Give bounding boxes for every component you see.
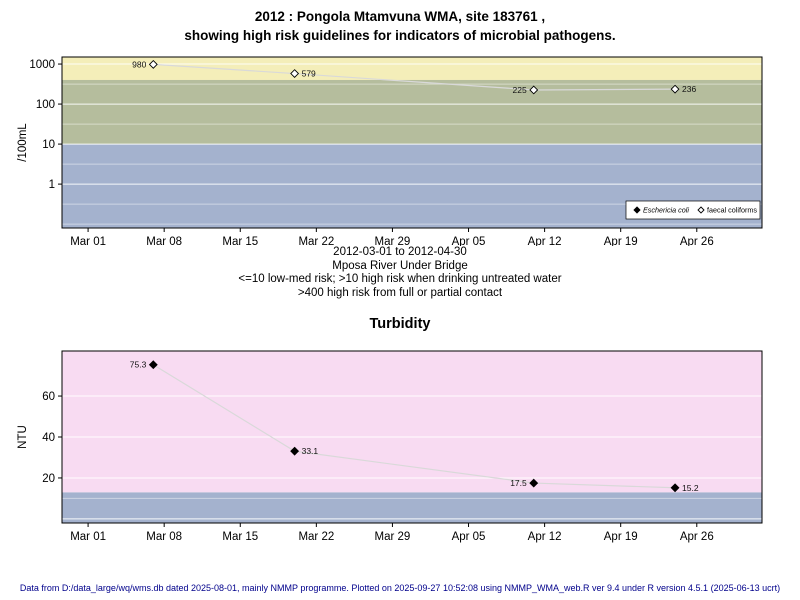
x-axis-tick-label: Apr 05 — [452, 531, 486, 543]
y-axis-tick-label: 20 — [42, 473, 55, 485]
caption-risk-note-2: >400 high risk from full or partial cont… — [297, 286, 503, 299]
x-axis-tick-label: Apr 26 — [680, 531, 714, 543]
x-axis-tick-label: Mar 01 — [70, 531, 106, 543]
guideline-band — [62, 492, 762, 523]
data-point-marker — [290, 69, 300, 78]
x-axis-tick-label: Mar 15 — [222, 236, 258, 246]
guideline-band — [62, 79, 762, 145]
data-point-marker — [670, 84, 680, 94]
plot-border — [61, 350, 763, 524]
legend-marker — [697, 206, 705, 214]
x-axis-tick-label: Mar 15 — [222, 531, 258, 543]
data-point-label: 579 — [302, 69, 316, 79]
guideline-band — [62, 57, 762, 80]
data-point-label: 225 — [513, 85, 527, 95]
data-point-marker — [670, 483, 680, 493]
page-title-line2: showing high risk guidelines for indicat… — [184, 28, 616, 43]
caption-site-name: Mposa River Under Bridge — [332, 259, 468, 272]
caption-date-range: 2012-03-01 to 2012-04-30 — [333, 246, 467, 258]
caption-risk-note-1: <=10 low-med risk; >10 high risk when dr… — [238, 273, 562, 285]
microbial-chart: Mar 01 Mar 08 Mar 15 Mar 22 Mar 29 Apr 05 Apr … — [17, 56, 763, 246]
data-point-label: 236 — [682, 84, 696, 94]
x-axis-tick-label: Apr 05 — [452, 236, 486, 246]
chart-captions: 2012-03-01 to 2012-04-30 Mposa River Und… — [0, 246, 800, 300]
legend-box — [625, 200, 761, 220]
y-axis-tick-label: 1 — [49, 179, 55, 191]
y-axis-title: /100mL — [17, 123, 29, 162]
legend-label: Eschericia coli — [643, 206, 689, 215]
y-axis-tick-label: 40 — [42, 432, 55, 444]
x-axis-tick-label: Apr 12 — [528, 236, 562, 246]
data-point-marker — [148, 59, 158, 69]
y-axis-tick-label: 100 — [36, 99, 55, 111]
x-axis-tick-label: Mar 08 — [146, 236, 182, 246]
y-axis-tick-label: 60 — [42, 391, 55, 403]
data-point-label: 15.2 — [682, 483, 699, 493]
guideline-band — [62, 351, 762, 493]
turbidity-chart: Mar 01 Mar 08 Mar 15 Mar 22 Mar 29 Apr 05 Apr … — [17, 350, 763, 543]
legend-label: faecal coliforms — [707, 206, 757, 215]
data-point-label: 17.5 — [510, 478, 527, 488]
x-axis-tick-label: Apr 19 — [604, 531, 638, 543]
x-axis-tick-label: Mar 29 — [375, 236, 411, 246]
series-line — [153, 63, 676, 91]
series-line — [152, 364, 676, 489]
footer-note: Data from D:/data_large/wq/wms.db dated … — [19, 583, 781, 593]
data-point-marker — [290, 446, 300, 456]
data-point-marker — [148, 360, 158, 370]
x-axis-tick-label: Apr 26 — [680, 236, 714, 246]
page-title-line1: 2012 : Pongola Mtamvuna WMA, site 183761… — [254, 9, 546, 24]
data-point-marker — [529, 85, 539, 95]
x-axis-tick-label: Mar 08 — [146, 531, 182, 543]
x-axis-tick-label: Mar 22 — [298, 236, 334, 246]
y-axis-tick-label: 1000 — [29, 59, 55, 71]
data-point-label: 75.3 — [130, 360, 147, 370]
legend-marker — [633, 206, 641, 214]
data-point-label: 980 — [132, 59, 146, 69]
x-axis-tick-label: Mar 22 — [298, 531, 334, 543]
plot-border — [61, 56, 763, 229]
x-axis-tick-label: Mar 01 — [70, 236, 106, 246]
x-axis-tick-label: Apr 12 — [528, 531, 562, 543]
y-axis-tick-label: 10 — [42, 139, 55, 151]
y-axis-title: NTU — [17, 425, 29, 449]
turbidity-chart-title: Turbidity — [369, 316, 431, 332]
data-point-marker — [529, 478, 539, 488]
data-point-label: 33.1 — [302, 446, 319, 456]
x-axis-tick-label: Apr 19 — [604, 236, 638, 246]
x-axis-tick-label: Mar 29 — [375, 531, 411, 543]
